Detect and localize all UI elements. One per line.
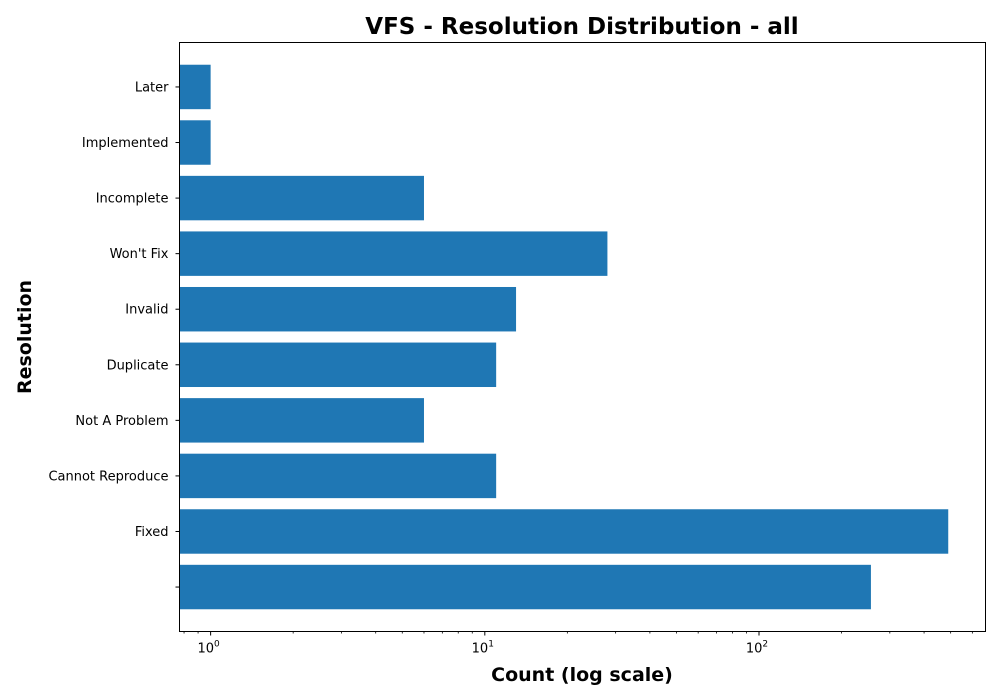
y-tick-label: Duplicate xyxy=(107,358,169,373)
bar xyxy=(179,509,949,554)
bar xyxy=(179,398,424,443)
y-axis: Fixed Cannot Reproduce Not A Problem Duplic… xyxy=(48,80,180,588)
y-tick-label: Incomplete xyxy=(96,192,169,207)
y-tick-label: Later xyxy=(135,80,169,95)
bars-group xyxy=(179,64,949,610)
x-tick-label: 100 xyxy=(197,640,220,657)
plot-area-frame xyxy=(179,42,986,632)
y-axis-label: Resolution xyxy=(14,280,36,394)
bar xyxy=(179,453,497,499)
x-tick-label: 101 xyxy=(472,640,494,657)
y-tick-label: Invalid xyxy=(125,303,168,318)
chart-title: VFS - Resolution Distribution - all xyxy=(365,14,798,40)
y-tick-label: Implemented xyxy=(82,136,169,151)
bar xyxy=(179,64,211,110)
bar xyxy=(179,231,608,276)
y-tick-label: Cannot Reproduce xyxy=(48,469,168,484)
y-tick-label: Won't Fix xyxy=(110,247,169,262)
bar xyxy=(179,175,424,221)
x-axis: 100 101 102 xyxy=(183,631,973,657)
bar xyxy=(179,120,211,165)
bar xyxy=(179,564,871,610)
bar xyxy=(179,342,497,388)
y-tick-label: Not A Problem xyxy=(75,414,168,429)
x-axis-label: Count (log scale) xyxy=(491,664,673,686)
y-tick-label: Fixed xyxy=(135,525,169,540)
bar xyxy=(179,286,517,332)
x-tick-label: 102 xyxy=(746,640,768,657)
